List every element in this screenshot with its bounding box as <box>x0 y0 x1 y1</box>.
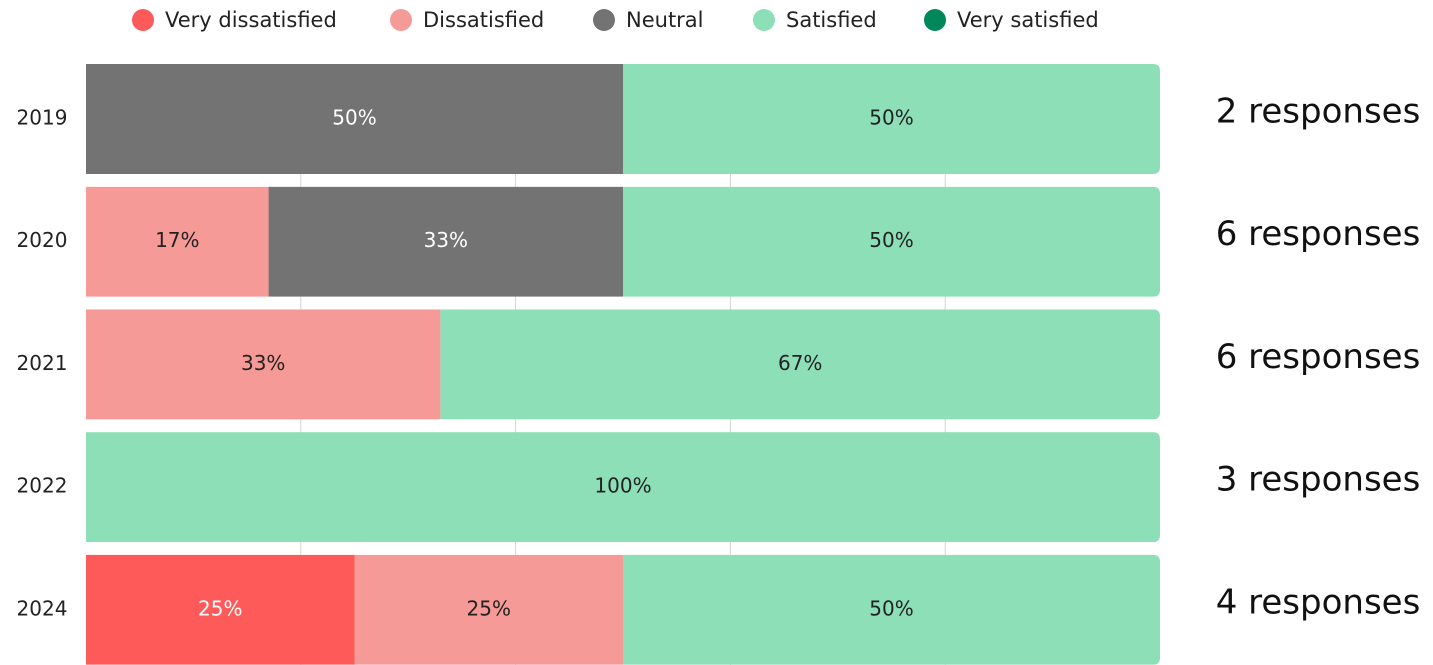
legend-label: Very dissatisfied <box>165 8 337 32</box>
data-label: 100% <box>594 474 651 498</box>
bar-segment <box>354 554 623 665</box>
legend-label: Satisfied <box>786 8 877 32</box>
data-label: 33% <box>424 228 468 252</box>
y-tick-label: 2022 <box>17 474 68 498</box>
legend-label: Neutral <box>626 8 704 32</box>
data-label: 17% <box>155 228 199 252</box>
legend-swatch <box>593 9 615 31</box>
y-tick-label: 2019 <box>17 106 68 130</box>
data-label: 50% <box>869 596 913 620</box>
data-label: 33% <box>241 351 285 375</box>
legend-label: Dissatisfied <box>423 8 544 32</box>
data-label: 25% <box>198 596 242 620</box>
bar-segment <box>623 186 1160 297</box>
bar-segment <box>86 554 355 665</box>
legend-swatch <box>753 9 775 31</box>
bar-segment <box>86 432 1160 543</box>
y-tick-label: 2020 <box>17 228 68 252</box>
data-label: 50% <box>332 106 376 130</box>
legend-swatch <box>924 9 946 31</box>
data-label: 50% <box>869 228 913 252</box>
data-label: 50% <box>869 106 913 130</box>
response-count: 4 responses <box>1216 582 1421 622</box>
response-count: 6 responses <box>1216 214 1421 254</box>
bar-segment <box>623 554 1160 665</box>
bar-segment <box>86 309 441 420</box>
bar-segment <box>440 309 1160 420</box>
y-tick-label: 2021 <box>17 351 68 375</box>
response-count: 6 responses <box>1216 337 1421 377</box>
data-label: 67% <box>778 351 822 375</box>
legend-label: Very satisfied <box>957 8 1099 32</box>
legend-swatch <box>390 9 412 31</box>
bar-segment <box>268 186 623 297</box>
response-count: 3 responses <box>1216 460 1421 500</box>
response-count: 2 responses <box>1216 92 1421 132</box>
data-label: 25% <box>467 596 511 620</box>
y-tick-label: 2024 <box>17 596 68 620</box>
bar-segment <box>86 64 623 174</box>
bar-segment <box>86 186 269 297</box>
bar-segment <box>623 64 1160 174</box>
legend-swatch <box>132 9 154 31</box>
